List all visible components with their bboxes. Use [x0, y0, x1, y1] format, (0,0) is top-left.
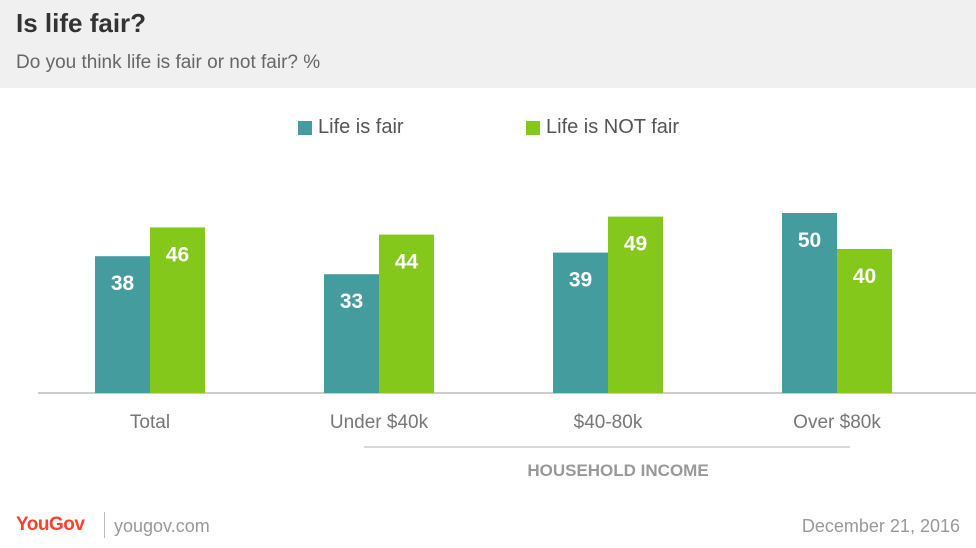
group-label: HOUSEHOLD INCOME	[527, 461, 708, 480]
bar-fair	[553, 252, 608, 393]
category-label: Over $80k	[793, 412, 881, 433]
category-label: $40-80k	[574, 412, 643, 433]
data-label: 40	[853, 265, 876, 288]
data-label: 39	[569, 269, 592, 292]
category-label: Under $40k	[330, 412, 429, 433]
legend-label-fair: Life is fair	[318, 116, 404, 138]
bar-not-fair	[379, 234, 434, 393]
bar-fair	[95, 256, 150, 393]
footer-date: December 21, 2016	[801, 516, 960, 536]
category-label: Total	[130, 412, 170, 433]
footer-url: yougov.com	[114, 516, 210, 536]
bar-fair	[782, 213, 837, 393]
legend-swatch-fair	[298, 120, 312, 135]
bar-not-fair	[150, 227, 205, 393]
data-label: 50	[798, 229, 821, 252]
data-label: 38	[111, 272, 135, 295]
bar-not-fair	[837, 249, 892, 393]
chart-title: Is life fair?	[16, 8, 147, 38]
legend-swatch-not-fair	[526, 120, 540, 135]
footer-divider	[104, 512, 105, 538]
bar-fair	[324, 274, 379, 393]
chart-subtitle: Do you think life is fair or not fair? %	[16, 52, 321, 73]
data-label: 44	[395, 251, 419, 274]
header-banner: Is life fair? Do you think life is fair …	[0, 0, 976, 88]
legend-item-fair: Life is fair	[298, 116, 404, 139]
data-label: 49	[624, 233, 647, 256]
legend-label-not-fair: Life is NOT fair	[546, 116, 679, 138]
bar-not-fair	[608, 216, 663, 393]
data-label: 46	[166, 243, 189, 266]
data-label: 33	[340, 290, 363, 313]
legend-item-not-fair: Life is NOT fair	[526, 116, 679, 139]
yougov-logo: YouGov	[16, 514, 85, 535]
